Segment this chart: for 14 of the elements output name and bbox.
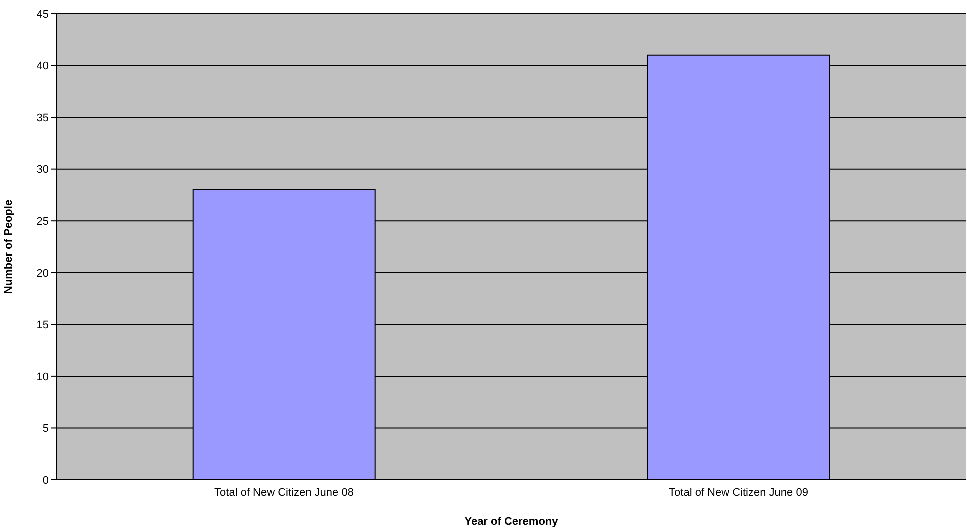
y-axis-title: Number of People xyxy=(2,200,15,294)
y-tick-label: 35 xyxy=(36,112,49,124)
y-tick-label: 20 xyxy=(36,268,49,280)
y-tick-label: 0 xyxy=(42,474,49,487)
x-axis-title: Year of Ceremony xyxy=(464,516,560,528)
y-tick-label: 10 xyxy=(36,371,49,384)
y-tick-label: 45 xyxy=(36,8,49,21)
y-tick-label: 40 xyxy=(36,60,49,73)
y-tick-label: 25 xyxy=(36,216,49,228)
y-tick-label: 5 xyxy=(42,423,49,436)
x-tick-label: Total of New Citizen June 08 xyxy=(214,486,354,499)
y-tick-label: 30 xyxy=(36,164,49,176)
y-tick-label: 15 xyxy=(36,320,49,332)
x-tick-label: Total of New Citizen June 09 xyxy=(669,486,808,499)
